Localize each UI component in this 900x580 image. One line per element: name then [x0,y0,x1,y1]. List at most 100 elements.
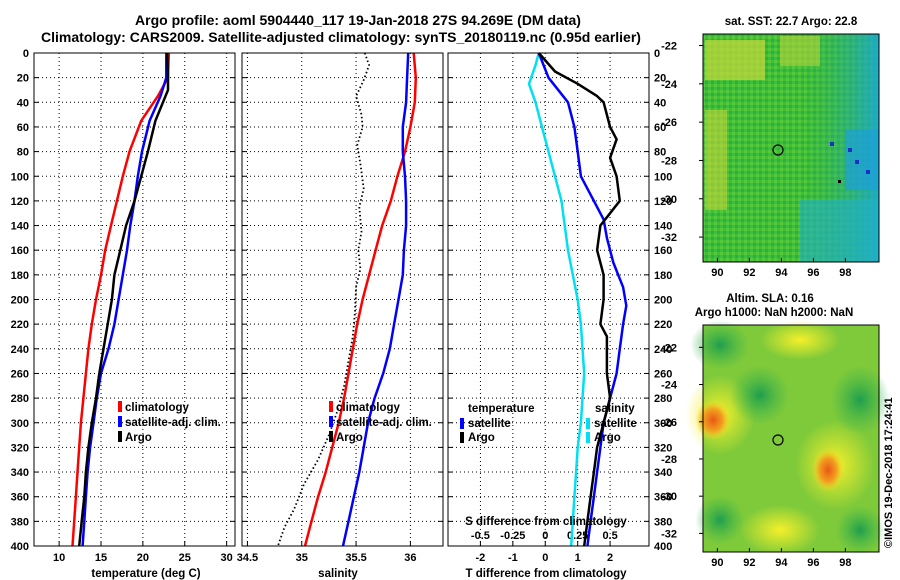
legend-label-climatology: climatology [336,402,401,414]
temperature-legend: climatology satellite-adj. clim. Argo [118,401,221,444]
map-lon-label: 90 [711,267,723,279]
depth-tick-label-right: 40 [654,97,666,109]
legend-label-t-satellite: satellite [468,418,511,430]
depth-tick-label-right: 100 [654,171,672,183]
sla-map-subtitle: Argo h1000: NaN h2000: NaN [695,307,854,319]
depth-tick-label-left: 60 [17,122,29,134]
depth-tick-label-right: 60 [654,122,666,134]
series-line-satellite-adj-clim- [81,53,168,547]
depth-tick-label-left: 100 [11,171,29,183]
panel-frame [447,52,650,547]
sst-cold-pixel [866,170,870,174]
sst-missing-pixel [838,180,841,183]
sst-map-title: sat. SST: 22.7 Argo: 22.8 [725,16,858,28]
depth-tick-label-right: 180 [654,270,672,282]
panel-salinity: 34.5 35 35.5 36 [237,52,444,564]
depth-tick-label-left: 300 [11,418,29,430]
depth-tick-label-left: 240 [11,344,29,356]
legend-swatch-s-argo [586,432,590,443]
legend-swatch-s-satellite [586,418,590,429]
sla-high-blob [812,448,844,492]
sst-warm-patch [705,40,765,80]
salinity-xlabel: salinity [318,568,358,580]
map-lat-label: -32 [661,528,677,540]
map-lat-label: -30 [661,194,677,206]
legend-label-satellite: satellite-adj. clim. [125,417,221,429]
x-tick-label: 2 [607,552,613,564]
legend-label-satellite: satellite-adj. clim. [336,417,432,429]
depth-tick-label-right: 120 [654,196,672,208]
sla-low-blob [695,495,745,545]
map-lon-label: 94 [775,267,788,279]
map-axes: 90 92 94 96 98 -22 -24 -26 -28 -30 -32 90 92 94 96 98 -2… [661,40,851,569]
sst-cold-pixel [855,160,859,164]
x-tick-label: 15 [95,552,107,564]
map-lat-label: -32 [661,232,677,244]
map-lat-label: -22 [661,342,677,354]
sst-cold-pixel [830,142,834,146]
series-line-climatology [71,52,171,547]
difference-xlabel: T difference from climatology [465,568,627,580]
argo-location-marker [772,144,784,156]
map-lon-label: 96 [807,557,819,569]
legend-label-argo: Argo [125,432,152,444]
legend-swatch-argo [118,431,122,442]
legend-swatch-climatology [118,401,122,412]
temperature-xlabel: temperature (deg C) [91,568,200,580]
x2-tick-label: -0.25 [500,530,525,542]
x-tick-label: 34.5 [237,552,258,564]
argo-location-marker [772,434,784,446]
depth-tick-label-right: 20 [654,73,666,85]
sst-map-frame [702,33,880,263]
legend-label-climatology: climatology [125,402,190,414]
x-tick-label: 25 [179,552,191,564]
legend-swatch-argo [329,431,333,442]
sla-map-title: Altim. SLA: 0.16 [726,293,814,305]
x-tick-label: 20 [137,552,149,564]
legend-title-temperature: temperature [468,403,534,415]
depth-tick-label-left: 400 [11,541,29,553]
map-lon-label: 98 [839,557,851,569]
depth-tick-label-right: 0 [654,48,660,60]
map-lat-label: -28 [661,155,677,167]
legend-swatch-t-argo [460,432,464,443]
x-tick-label: -1 [508,552,518,564]
series-line-climatology [303,52,418,547]
sla-map-frame [702,324,880,553]
legend-label-s-argo: Argo [594,432,621,444]
legend-swatch-satellite [329,416,333,427]
depth-tick-label-left: 20 [17,73,29,85]
sla-low-blob [835,505,885,555]
depth-tick-label-left: 200 [11,295,29,307]
sst-cold-pixel [848,148,852,152]
legend-swatch-t-satellite [460,418,464,429]
sst-cool-patch [800,200,879,262]
depth-tick-label-left: 320 [11,442,29,454]
difference-legend: temperature salinity satellite Argo sate… [460,403,637,444]
depth-tick-label-right: 360 [654,492,672,504]
depth-tick-label-left: 40 [17,97,29,109]
figure-title: Argo profile: aoml 5904440_117 19-Jan-20… [135,12,581,28]
x2-tick-label: 0 [542,530,548,542]
sla-high-blob [695,400,731,440]
sla-low-blob [690,320,750,370]
map-lat-label: -26 [661,117,677,129]
x-tick-label: 35 [296,552,308,564]
depth-tick-label-right: 240 [654,344,672,356]
sst-warm-patch [780,36,820,66]
panel-frame [33,52,236,547]
sla-low-blob [830,365,890,435]
x-tick-label: 10 [53,552,65,564]
x-tick-label: 0 [542,552,548,564]
map-lon-label: 98 [839,267,851,279]
depth-tick-label-right: 220 [654,319,672,331]
legend-title-salinity: salinity [595,403,635,415]
sla-high-blob [760,320,840,360]
x-tick-label: 36 [404,552,416,564]
map-lon-label: 92 [743,267,755,279]
x-tick-label: 30 [221,552,233,564]
map-lon-label: 96 [807,267,819,279]
series-line-t-argo [537,52,622,547]
